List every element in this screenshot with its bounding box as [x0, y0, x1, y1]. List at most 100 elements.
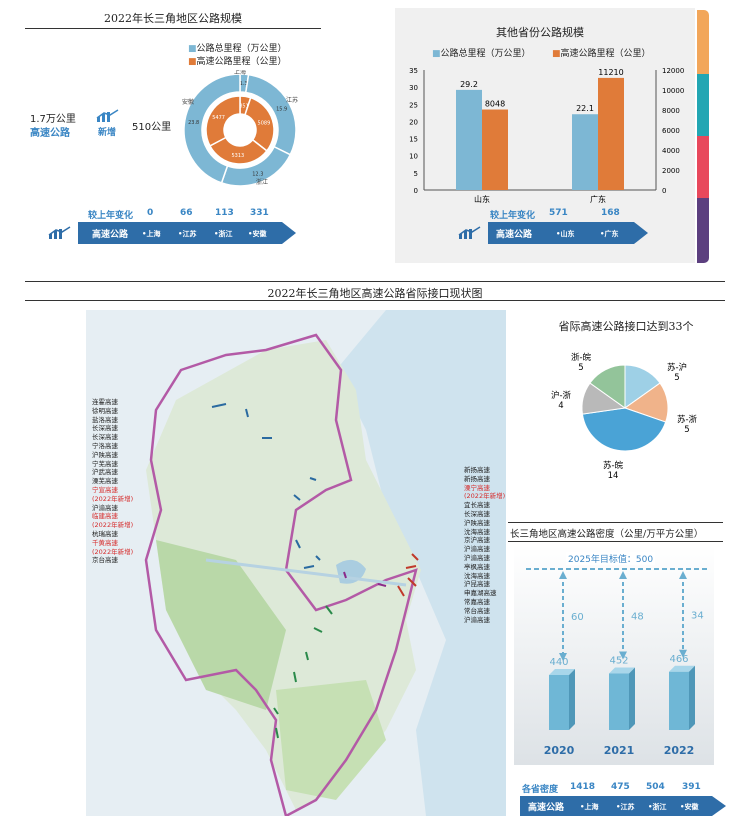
donut-value-label: 23.8 [188, 120, 199, 126]
map-road-label: 沪渝高速 [464, 615, 490, 624]
bar-label: 高速公路 [92, 230, 129, 240]
map-road-label: 京沪高速 [464, 536, 490, 545]
panel1-change-2: 113 [215, 208, 234, 218]
pie-category-label: 苏-浙 [677, 414, 698, 425]
density-value-1: 475 [611, 782, 630, 792]
map-road-label: 宜长高速 [464, 501, 490, 510]
map-road-label: 沪昆高速 [464, 580, 490, 589]
donut-category-label: 安徽 [182, 98, 194, 106]
y-tick-left: 35 [409, 67, 418, 75]
tab-purple[interactable] [697, 198, 709, 263]
y-tick-right: 2000 [662, 167, 680, 175]
map-road-label: 亭枫高速 [464, 562, 490, 571]
trend-up-icon [48, 225, 72, 244]
pie-category-label: 浙-皖 [571, 352, 592, 363]
donut-value-label: 15.9 [276, 106, 287, 112]
map-road-label: (2022年新增) [464, 492, 506, 501]
panel1-legend-total: ■公路总里程（万公里） [188, 44, 287, 54]
bar-item-zhejiang: •浙江 [214, 230, 233, 238]
pie-category-label: 苏-沪 [667, 362, 687, 373]
density-bar-2022 [669, 671, 689, 730]
panel2-change-1: 168 [601, 208, 620, 218]
gap-arrow-head [679, 571, 687, 579]
donut-category-label: 浙江 [256, 178, 268, 186]
map-road-label: 沪武高速 [92, 468, 118, 477]
gap-value-label: 34 [691, 610, 704, 621]
panel2-title: 其他省份公路规模 [496, 26, 584, 39]
region-map[interactable] [86, 310, 506, 816]
bar-item-jiangsu: •江苏 [178, 230, 197, 238]
map-road-label: 新扬高速 [464, 474, 490, 483]
pie-value-label: 14 [608, 471, 619, 481]
map-road-label: 沪渝高速 [92, 503, 118, 512]
donut-value-label: 12.3 [252, 171, 263, 177]
panel5-divider-top [508, 522, 723, 523]
green-hills [276, 680, 386, 800]
x-category-label: 山东 [474, 194, 490, 204]
panel4-title: 省际高速公路接口达到33个 [558, 320, 694, 333]
map-road-label: 宁宣高速 [92, 485, 118, 494]
density-bar-2021 [609, 673, 629, 730]
density-value-2: 504 [646, 782, 665, 792]
pie-category-label: 苏-皖 [603, 460, 624, 471]
density-bar-chart: 440 2020 60 452 2021 48 466 2022 34 [526, 568, 710, 757]
map-road-label: 宁芜高速 [92, 459, 118, 468]
panel5-density-label: 各省密度 [522, 785, 559, 795]
y-tick-left: 10 [409, 153, 418, 161]
density-value-label: 440 [549, 657, 568, 668]
map-road-label: (2022年新增) [92, 521, 134, 530]
gap-arrow-head [559, 653, 567, 661]
stat-total-value: 1.7万公里 [30, 114, 76, 125]
green-hills [156, 540, 286, 710]
donut-value-label: 5313 [231, 153, 244, 159]
tab-orange[interactable] [697, 10, 709, 74]
panel5-highway-bar: 高速公路 •上海 •江苏 •浙江 •安徽 [520, 796, 726, 816]
panel1-divider [25, 28, 321, 29]
bar-side [629, 667, 635, 730]
gap-arrow-head [619, 651, 627, 660]
donut-category-label: 上海 [234, 70, 246, 76]
y-tick-right: 10000 [662, 87, 684, 95]
panel3-divider-bottom [25, 300, 725, 301]
y-tick-right: 6000 [662, 127, 680, 135]
stat-new-value: 510公里 [132, 122, 172, 133]
panel2-legend-highway: ■高速公路里程（公里） [552, 49, 651, 59]
map-road-label: 沪陕高速 [92, 450, 118, 459]
y-tick-right: 12000 [662, 67, 684, 75]
bar-item-anhui: •安徽 [248, 230, 267, 238]
donut-value-label: 5089 [258, 121, 271, 127]
map-road-label: (2022年新增) [92, 494, 134, 503]
pie-category-label: 沪-浙 [551, 390, 572, 401]
map-road-label: 沈海高速 [464, 527, 490, 536]
tab-teal[interactable] [697, 74, 709, 136]
panel1-title: 2022年长三角地区公路规模 [104, 12, 242, 25]
map-road-label: 沈海高速 [464, 571, 490, 580]
gap-arrow-head [619, 571, 627, 579]
map-road-label: 常台高速 [464, 606, 490, 615]
stat-new-label: 新增 [98, 128, 117, 138]
map-road-label: 溧芜高速 [92, 477, 118, 486]
y-tick-left: 5 [414, 170, 418, 178]
y-tick-left: 0 [414, 187, 418, 195]
pie-value-label: 5 [674, 373, 679, 383]
map-road-label: 常嘉高速 [464, 597, 490, 606]
bar-highway-山东 [482, 109, 508, 190]
bar-top [549, 669, 575, 675]
map-road-label: 新扬高速 [464, 466, 490, 474]
year-label: 2022 [664, 744, 695, 757]
panel2-change-label: 较上年变化 [490, 211, 536, 221]
map-road-label: 千黄高速 [92, 538, 118, 547]
map-road-label: 溧宁高速 [464, 483, 490, 492]
gap-value-label: 48 [631, 611, 644, 622]
map-road-label: 沪陕高速 [464, 518, 490, 527]
interface-markers [211, 403, 419, 739]
bar-item-shanghai: •上海 [142, 230, 161, 238]
map-right-labels: 新扬高速 新扬高速 溧宁高速 (2022年新增) 宜长高速 长深高速 沪陕高速 沈海高速 京沪高… [464, 466, 512, 624]
map-road-label: 宁洛高速 [92, 441, 118, 450]
year-label: 2020 [544, 744, 575, 757]
tab-red[interactable] [697, 136, 709, 198]
map-road-label: 京台高速 [92, 556, 118, 565]
map-road-label: 长深高速 [92, 433, 118, 442]
donut-value-label: 1.3 [240, 81, 248, 87]
